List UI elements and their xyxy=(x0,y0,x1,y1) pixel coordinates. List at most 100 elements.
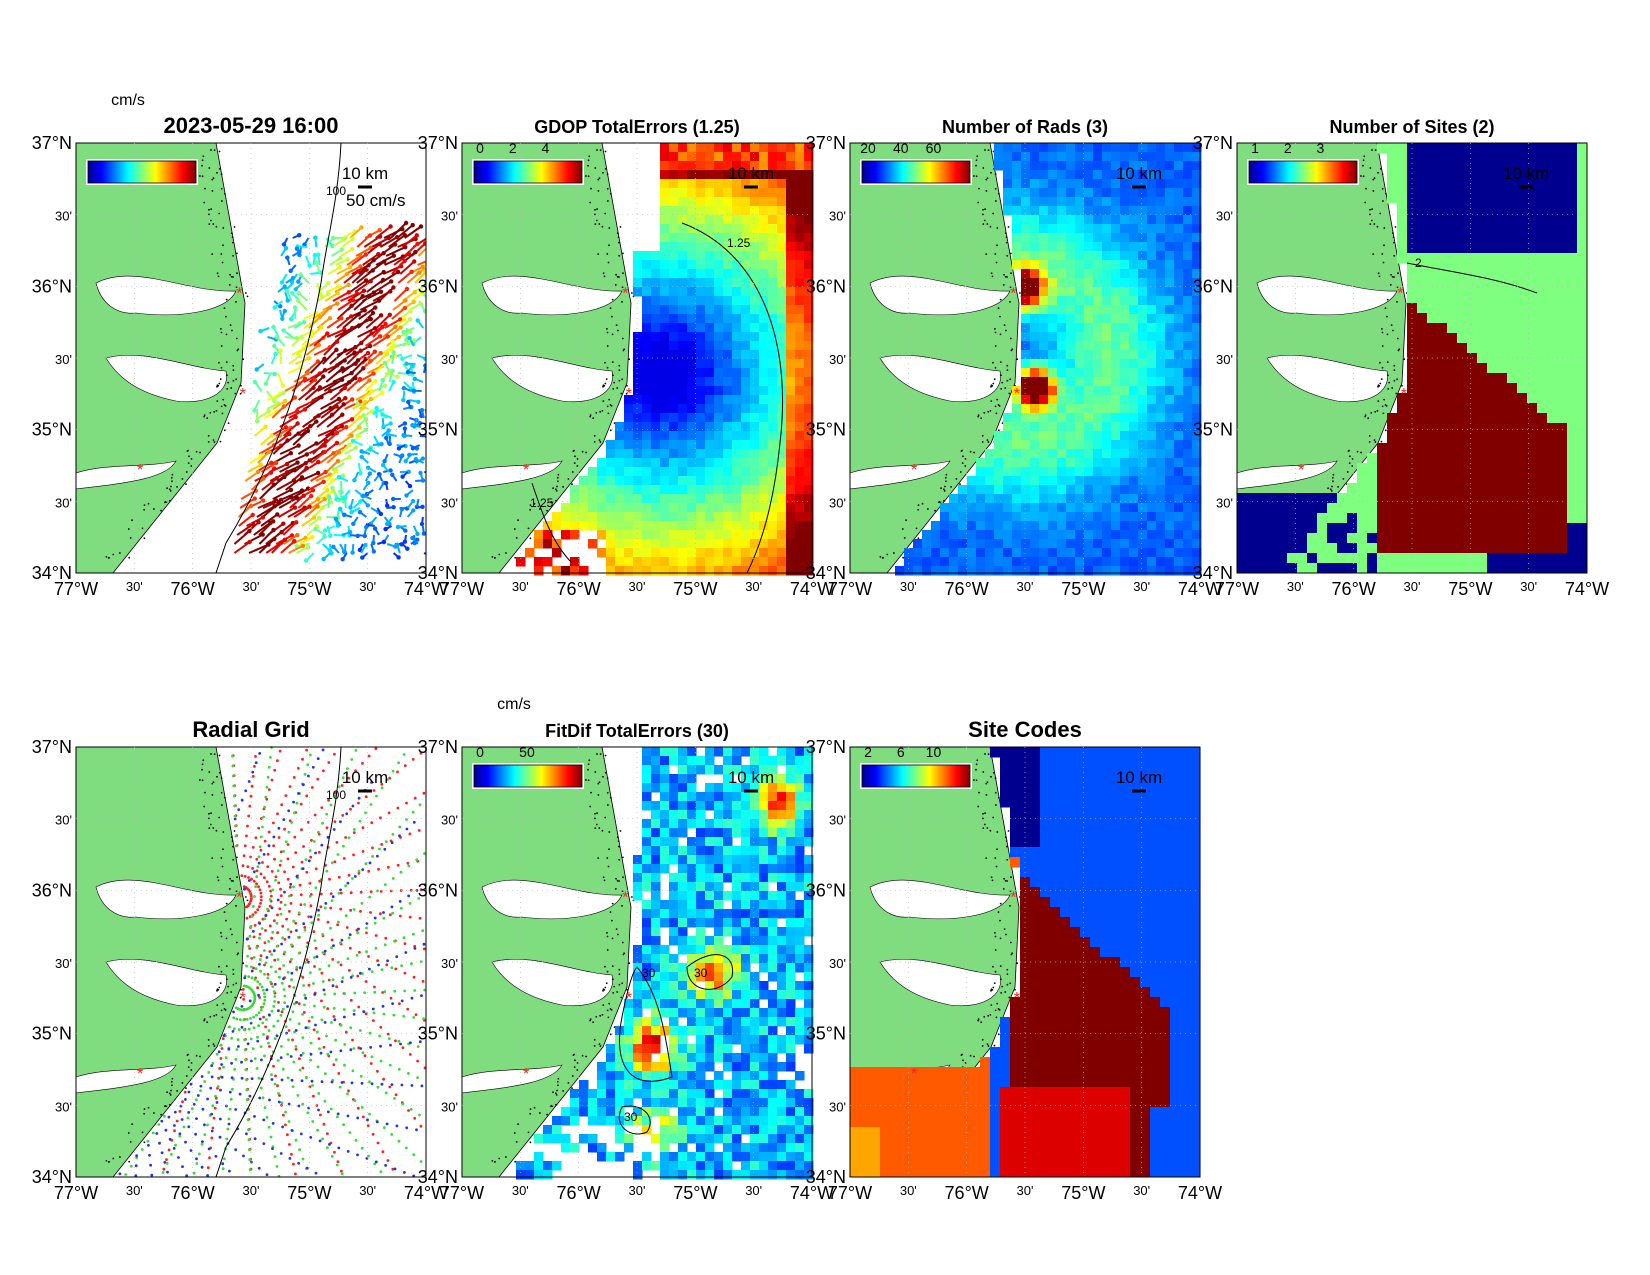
current-vector xyxy=(337,299,354,311)
nrads-cell xyxy=(1102,143,1112,153)
current-vector xyxy=(258,520,274,536)
coast-detail xyxy=(176,486,178,488)
nsites-cell xyxy=(1577,313,1588,324)
nsites-cell xyxy=(1417,523,1428,534)
nrads-cell xyxy=(1066,539,1076,549)
nrads-cell xyxy=(985,566,995,576)
current-vector-head xyxy=(336,396,342,402)
gdop-cell xyxy=(597,458,607,468)
current-vector-head xyxy=(316,459,321,465)
gdop-cell xyxy=(705,359,715,369)
nrads-cell xyxy=(1003,485,1013,495)
gdop-cell xyxy=(768,197,778,207)
coast-detail xyxy=(1383,398,1386,401)
nsites-cell xyxy=(1447,153,1458,164)
gdop-cell xyxy=(732,323,742,333)
nsites-cell xyxy=(1567,493,1578,504)
gdop-cell xyxy=(732,350,742,360)
coast-detail xyxy=(607,200,609,202)
nsites-cell xyxy=(1487,453,1498,464)
nrads-cell xyxy=(1165,179,1175,189)
nrads-cell xyxy=(1129,269,1139,279)
coast-detail xyxy=(209,411,212,414)
gdop-cell xyxy=(642,305,652,315)
nsites-cell xyxy=(1467,503,1478,514)
nrads-cell xyxy=(1165,359,1175,369)
nsites-cell xyxy=(1567,323,1578,334)
nrads-cell xyxy=(994,143,1004,153)
current-vector xyxy=(417,260,426,266)
current-vector-head xyxy=(390,368,395,373)
gdop-cell xyxy=(687,332,697,342)
nsites-cell xyxy=(1477,483,1488,494)
coast-detail xyxy=(985,190,988,192)
nrads-cell xyxy=(1102,368,1112,378)
coast-detail xyxy=(232,369,235,372)
gdop-cell xyxy=(705,368,715,378)
coast-detail xyxy=(982,167,985,169)
current-vector-head xyxy=(415,241,420,247)
current-vector xyxy=(300,379,316,392)
nrads-cell xyxy=(1165,512,1175,522)
nrads-cell xyxy=(1084,197,1094,207)
current-vector-head xyxy=(363,252,369,257)
nrads-cell xyxy=(1039,359,1049,369)
nrads-cell xyxy=(1039,512,1049,522)
nrads-cell xyxy=(1048,305,1058,315)
gdop-cell xyxy=(741,440,751,450)
gdop-cell xyxy=(651,476,661,486)
nrads-cell xyxy=(1021,413,1031,423)
current-vector-head xyxy=(345,257,350,262)
current-vector-head xyxy=(368,358,373,364)
current-vector-head xyxy=(419,408,425,413)
nsites-cell xyxy=(1577,243,1588,254)
nsites-cell xyxy=(1487,423,1498,434)
nsites-cell xyxy=(1557,473,1568,484)
land-mass xyxy=(849,142,1020,574)
nsites-cell xyxy=(1477,333,1488,344)
nsites-cell xyxy=(1287,533,1298,544)
gdop-cell xyxy=(732,494,742,504)
nrads-cell xyxy=(1012,458,1022,468)
gdop-cell xyxy=(642,395,652,405)
nrads-cell xyxy=(1057,332,1067,342)
gdop-cell xyxy=(651,359,661,369)
current-vector xyxy=(307,480,325,491)
nsites-cell xyxy=(1527,413,1538,424)
sound-water xyxy=(76,460,177,490)
nrads-cell xyxy=(1192,431,1202,441)
nrads-cell xyxy=(1066,260,1076,270)
current-vector-head xyxy=(359,225,364,230)
coast-detail xyxy=(505,552,507,554)
gdop-cell xyxy=(705,539,715,549)
nrads-cell xyxy=(1048,386,1058,396)
current-vector-head xyxy=(302,407,308,412)
nrads-cell xyxy=(1102,206,1112,216)
gdop-cell xyxy=(786,233,796,243)
nrads-cell xyxy=(967,566,977,576)
radar-site-marker: * xyxy=(240,386,246,403)
nsites-cell xyxy=(1397,223,1408,234)
nsites-cell xyxy=(1567,433,1578,444)
gdop-cell xyxy=(687,458,697,468)
current-vector-head xyxy=(250,512,255,518)
coast-detail xyxy=(1381,187,1384,190)
nsites-cell xyxy=(1337,563,1348,574)
current-vector xyxy=(299,536,313,545)
nrads-cell xyxy=(1165,548,1175,558)
nsites-cell xyxy=(1507,483,1518,494)
nrads-cell xyxy=(1075,215,1085,225)
nrads-cell xyxy=(1138,350,1148,360)
current-vector xyxy=(336,315,352,329)
gdop-cell xyxy=(732,431,742,441)
coast-detail xyxy=(964,458,967,460)
nrads-cell xyxy=(1030,476,1040,486)
current-vector-head xyxy=(420,456,425,461)
gdop-cell xyxy=(561,566,571,576)
nsites-cell xyxy=(1307,543,1318,554)
gdop-cell xyxy=(597,521,607,531)
current-vector-head xyxy=(357,376,363,382)
nrads-cell xyxy=(1138,413,1148,423)
gdop-cell xyxy=(759,296,769,306)
nrads-cell xyxy=(994,161,1004,171)
